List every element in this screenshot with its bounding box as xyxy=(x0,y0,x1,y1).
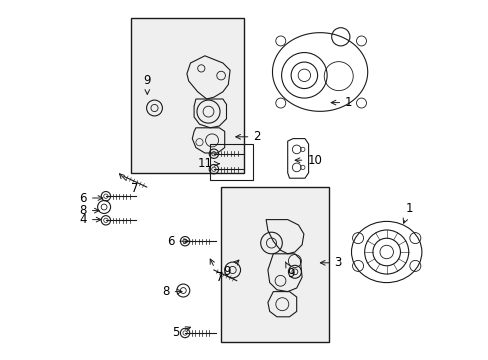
Bar xyxy=(131,18,244,173)
Text: 1: 1 xyxy=(402,202,412,223)
Text: 11: 11 xyxy=(198,157,219,170)
Text: 7: 7 xyxy=(119,174,138,195)
Text: 2: 2 xyxy=(235,130,260,143)
Text: 1: 1 xyxy=(330,96,352,109)
Text: 5: 5 xyxy=(172,327,190,339)
Text: 6: 6 xyxy=(80,192,102,204)
Text: 8: 8 xyxy=(80,204,99,217)
Text: 10: 10 xyxy=(295,154,322,167)
Text: 3: 3 xyxy=(320,256,341,269)
Text: 9: 9 xyxy=(223,260,239,278)
Bar xyxy=(210,144,253,180)
Bar xyxy=(221,187,328,342)
Text: 9: 9 xyxy=(285,262,294,280)
Text: 9: 9 xyxy=(143,75,151,94)
Text: 8: 8 xyxy=(162,285,182,298)
Text: 6: 6 xyxy=(166,235,188,248)
Text: 4: 4 xyxy=(80,213,101,226)
Text: 7: 7 xyxy=(210,259,223,284)
